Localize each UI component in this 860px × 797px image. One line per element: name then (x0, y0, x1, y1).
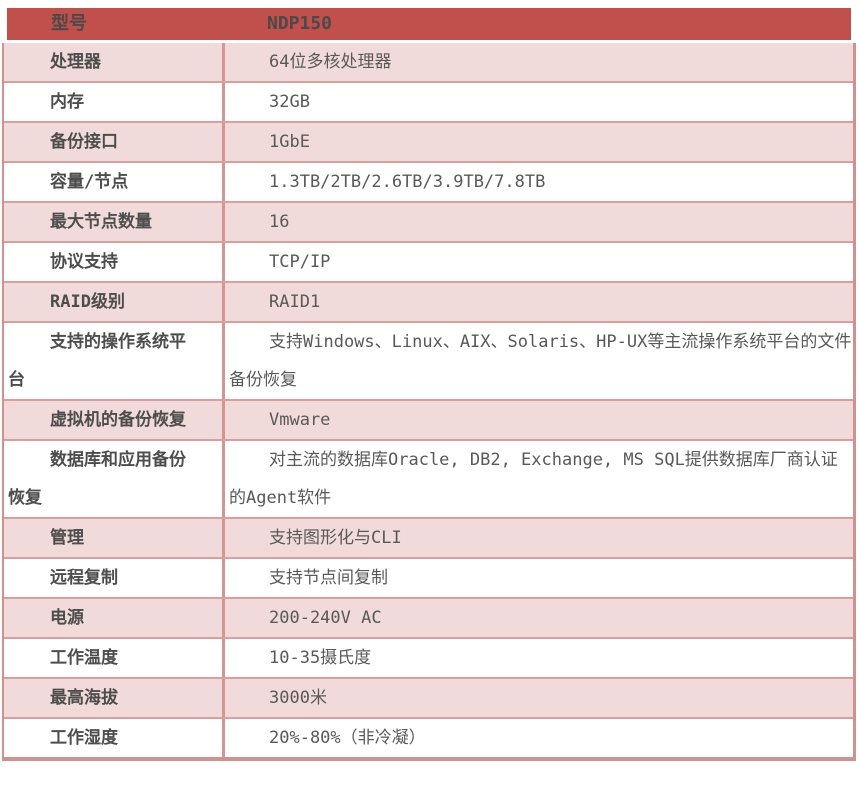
table-row: 协议支持 TCP/IP (4, 243, 853, 283)
row-value: 20%-80%（非冷凝） (222, 719, 853, 757)
row-value: 支持节点间复制 (222, 559, 853, 597)
row-label: 虚拟机的备份恢复 (50, 410, 186, 430)
header-model-value: NDP150 (267, 13, 333, 34)
table-row: 数据库和应用备份恢复 对主流的数据库Oracle, DB2, Exchange,… (4, 441, 853, 519)
row-value: 200-240V AC (222, 599, 853, 637)
row-value: TCP/IP (222, 243, 853, 281)
table-row: 支持的操作系统平台 支持Windows、Linux、AIX、Solaris、HP… (4, 323, 853, 401)
row-label: 容量/节点 (50, 172, 129, 192)
row-value: 32GB (222, 83, 853, 121)
table-row: 远程复制 支持节点间复制 (4, 559, 853, 599)
table-row: 最大节点数量 16 (4, 203, 853, 243)
row-value: RAID1 (222, 283, 853, 321)
row-label: 协议支持 (50, 252, 118, 272)
row-label: 管理 (50, 528, 84, 548)
row-label: 远程复制 (50, 568, 118, 588)
row-value: 对主流的数据库Oracle, DB2, Exchange, MS SQL提供数据… (222, 441, 853, 517)
row-label: 最大节点数量 (50, 212, 152, 232)
row-value: 1.3TB/2TB/2.6TB/3.9TB/7.8TB (222, 163, 853, 201)
table-row: 内存 32GB (4, 83, 853, 123)
row-label: 数据库和应用备份恢复 (8, 450, 186, 508)
row-value: 64位多核处理器 (222, 43, 853, 81)
table-header-row: 型号 NDP150 (7, 8, 851, 40)
spec-table: 型号 NDP150 处理器 64位多核处理器 内存 32GB 备份接口 1GbE… (2, 8, 856, 761)
row-label: 工作湿度 (50, 728, 118, 748)
row-value: 支持图形化与CLI (222, 519, 853, 557)
row-value: Vmware (222, 401, 853, 439)
row-label: RAID级别 (50, 292, 125, 312)
table-row: 备份接口 1GbE (4, 123, 853, 163)
header-model-label: 型号 (51, 13, 87, 34)
row-label: 电源 (50, 608, 84, 628)
table-row: 工作湿度 20%-80%（非冷凝） (4, 719, 853, 757)
table-row: 电源 200-240V AC (4, 599, 853, 639)
table-row: 最高海拔 3000米 (4, 679, 853, 719)
table-row: 管理 支持图形化与CLI (4, 519, 853, 559)
row-value: 1GbE (222, 123, 853, 161)
row-label: 最高海拔 (50, 688, 118, 708)
row-value: 3000米 (222, 679, 853, 717)
row-value: 支持Windows、Linux、AIX、Solaris、HP-UX等主流操作系统… (222, 323, 853, 399)
row-label: 内存 (50, 92, 84, 112)
table-row: 虚拟机的备份恢复 Vmware (4, 401, 853, 441)
table-body: 处理器 64位多核处理器 内存 32GB 备份接口 1GbE 容量/节点 1.3… (2, 43, 856, 761)
table-row: 工作温度 10-35摄氏度 (4, 639, 853, 679)
row-value: 10-35摄氏度 (222, 639, 853, 677)
table-row: RAID级别 RAID1 (4, 283, 853, 323)
row-label: 工作温度 (50, 648, 118, 668)
row-label: 支持的操作系统平台 (8, 332, 186, 390)
table-row: 容量/节点 1.3TB/2TB/2.6TB/3.9TB/7.8TB (4, 163, 853, 203)
row-label: 备份接口 (50, 132, 118, 152)
row-value: 16 (222, 203, 853, 241)
table-row: 处理器 64位多核处理器 (4, 43, 853, 83)
row-label: 处理器 (50, 52, 101, 72)
